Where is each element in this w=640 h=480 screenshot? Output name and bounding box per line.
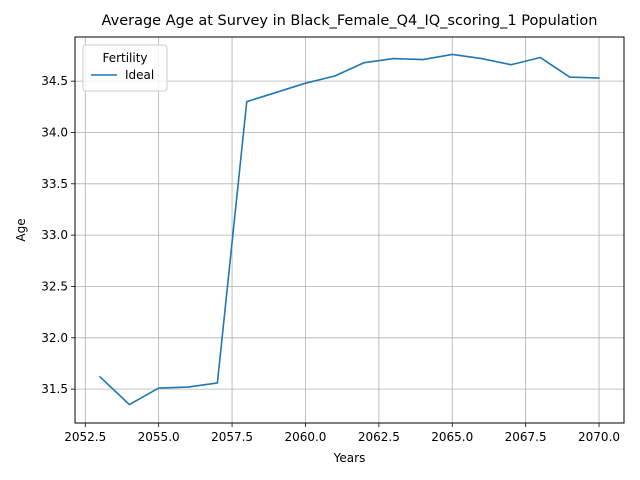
legend-entries: Ideal xyxy=(91,68,154,82)
legend-box xyxy=(82,44,168,92)
x-tick-label: 2052.5 xyxy=(64,430,106,444)
x-tick-label: 2057.5 xyxy=(211,430,253,444)
y-tick-label: 31.5 xyxy=(41,382,68,396)
y-tick-label: 34.5 xyxy=(41,74,68,88)
x-axis-ticks: 2052.5 2055.0 2057.5 2060.0 2062.5 2065.0 2067… xyxy=(64,423,620,444)
legend-label: Ideal xyxy=(125,68,154,82)
series-line-ideal xyxy=(99,53,600,406)
y-axis-label: Age xyxy=(14,218,28,241)
x-tick-label: 2067.5 xyxy=(505,430,547,444)
chart-title: Average Age at Survey in Black_Female_Q4… xyxy=(102,13,598,29)
x-tick-label: 2060.0 xyxy=(284,430,326,444)
y-tick-label: 32.0 xyxy=(41,331,68,345)
grid xyxy=(75,37,624,423)
x-tick-label: 2055.0 xyxy=(138,430,180,444)
y-tick-label: 33.5 xyxy=(41,177,68,191)
y-tick-label: 34.0 xyxy=(41,125,68,139)
x-tick-label: 2065.0 xyxy=(431,430,473,444)
legend-title: Fertility xyxy=(102,51,147,65)
x-tick-label: 2070.0 xyxy=(578,430,620,444)
y-axis-ticks: 31.5 32.0 32.5 33.0 33.5 34.0 34.5 xyxy=(41,74,75,396)
x-axis-label: Years xyxy=(333,451,366,465)
y-tick-label: 33.0 xyxy=(41,228,68,242)
plot-frame xyxy=(74,36,625,424)
series-lines xyxy=(99,53,600,406)
x-tick-label: 2062.5 xyxy=(358,430,400,444)
y-tick-label: 32.5 xyxy=(41,279,68,293)
legend: Fertility Ideal xyxy=(82,44,168,92)
